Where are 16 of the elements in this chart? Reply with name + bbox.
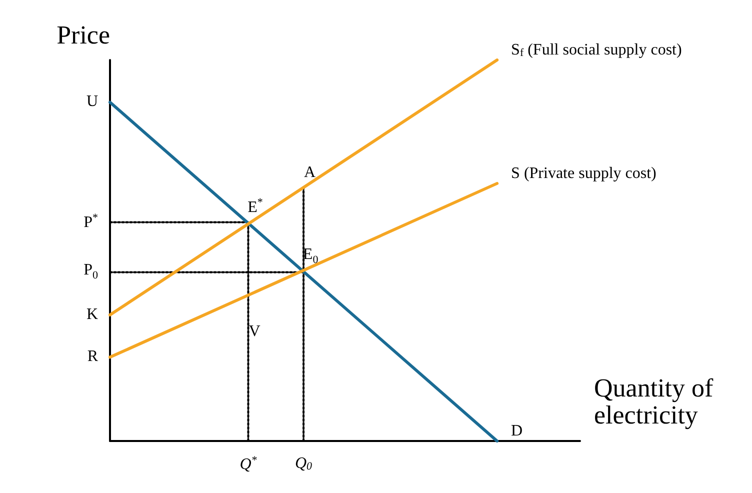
text: U — [86, 93, 98, 110]
y-axis-title: Price — [56, 20, 110, 50]
annotation: A — [304, 164, 316, 182]
x-tick-label: Q0 — [295, 455, 313, 472]
series-label: S (Private supply cost) — [511, 164, 656, 182]
series-label: Sf (Full social supply cost) — [511, 42, 682, 59]
text: P$_{0}$ — [84, 262, 98, 282]
x-tick-label: Q* — [240, 454, 258, 473]
annotation: V — [248, 322, 260, 340]
series-label: D — [511, 422, 523, 440]
x-axis-title: Quantity of electricity — [594, 373, 714, 430]
text: R — [87, 348, 98, 366]
annotation: E$^{*}$ — [248, 196, 263, 216]
annotation: E$_{0}$ — [302, 246, 318, 266]
text: P$^{*}$ — [84, 212, 98, 232]
text: K — [86, 306, 98, 323]
